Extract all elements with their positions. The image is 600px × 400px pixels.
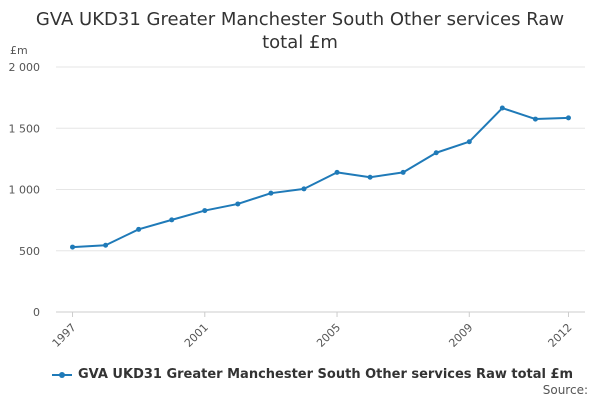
grid-lines	[56, 66, 585, 252]
series-line	[72, 107, 569, 249]
y-tick-label: 1 500	[9, 122, 41, 135]
data-point-1998[interactable]	[103, 242, 109, 248]
data-point-2000[interactable]	[169, 217, 175, 223]
data-point-2009[interactable]	[466, 139, 472, 145]
y-tick-label: 1 000	[9, 184, 41, 197]
legend-label: GVA UKD31 Greater Manchester South Other…	[78, 367, 574, 382]
chart-title-line-2: total £m	[262, 32, 338, 53]
y-tick-label: 2 000	[9, 61, 41, 74]
data-point-2012[interactable]	[565, 115, 571, 121]
x-tick-label: 2012	[546, 321, 575, 350]
data-point-2004[interactable]	[301, 186, 307, 192]
x-tick-label: 2009	[446, 321, 475, 350]
chart-title: GVA UKD31 Greater Manchester South Other…	[0, 8, 600, 54]
data-point-2005[interactable]	[334, 169, 340, 175]
data-point-2011[interactable]	[532, 116, 538, 122]
data-point-2002[interactable]	[235, 201, 241, 207]
data-point-2010[interactable]	[499, 105, 505, 111]
x-tick-label: 2005	[314, 321, 343, 350]
series-layer	[70, 105, 571, 250]
data-point-2007[interactable]	[400, 169, 406, 175]
chart-legend[interactable]: GVA UKD31 Greater Manchester South Other…	[52, 367, 573, 382]
y-tick-label: 0	[33, 306, 40, 319]
data-point-2003[interactable]	[268, 190, 274, 196]
x-tick-label: 2001	[182, 321, 211, 350]
axes: 0 500 1 000 1 500 2 000 1997 2001 2005 2009 2012	[9, 61, 585, 350]
data-point-2001[interactable]	[202, 208, 208, 214]
source-label: Source:	[542, 383, 588, 397]
data-point-1997[interactable]	[70, 244, 76, 250]
data-point-1999[interactable]	[136, 226, 142, 232]
legend-swatch-icon	[52, 370, 72, 380]
y-axis-unit-label: £m	[10, 44, 28, 57]
y-tick-label: 500	[19, 245, 40, 258]
chart-title-line-1: GVA UKD31 Greater Manchester South Other…	[35, 9, 565, 30]
x-tick-label: 1997	[50, 321, 79, 350]
data-point-2008[interactable]	[433, 150, 439, 156]
data-point-2006[interactable]	[367, 174, 373, 180]
